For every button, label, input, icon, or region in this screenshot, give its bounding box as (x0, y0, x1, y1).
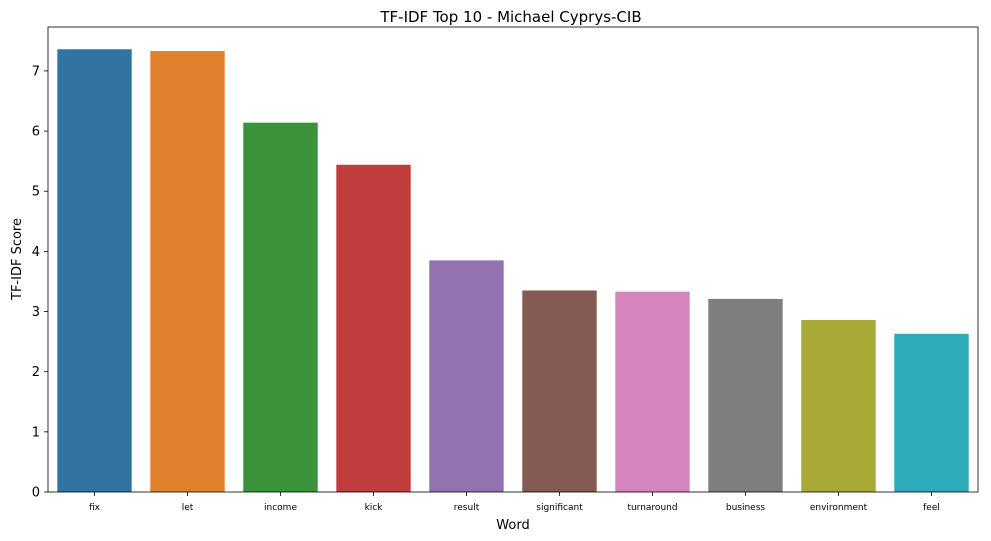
y-tick-label: 0 (32, 486, 40, 501)
x-tick-label: let (182, 503, 194, 513)
bar-kick (336, 164, 411, 492)
y-axis: 0 1 2 3 4 5 6 7 (32, 64, 48, 501)
bar-significant (522, 290, 597, 492)
x-tick-label: turnaround (627, 503, 677, 513)
y-tick-label: 7 (32, 64, 40, 79)
x-tick-label: business (726, 503, 766, 513)
bars-layer (57, 49, 969, 493)
chart-title: TF-IDF Top 10 - Michael Cyprys-CIB (379, 8, 641, 26)
bar-environment (801, 319, 876, 492)
plot-frame (47, 26, 979, 493)
y-tick-label: 3 (32, 305, 40, 320)
x-axis-label: Word (496, 518, 529, 533)
x-tick-label: result (454, 503, 480, 513)
y-tick-label: 2 (32, 365, 40, 380)
x-tick-label: feel (923, 503, 940, 513)
x-tick-label: fix (89, 503, 101, 513)
x-tick-label: environment (810, 503, 868, 513)
bar-result (429, 260, 504, 492)
y-tick-label: 5 (32, 185, 40, 200)
bar-business (708, 298, 783, 492)
bar-turnaround (615, 291, 690, 492)
bar-fix (57, 49, 132, 492)
bar-income (243, 122, 318, 493)
y-tick-label: 6 (32, 125, 40, 140)
x-tick-label: income (264, 503, 297, 513)
x-tick-label: significant (536, 503, 583, 513)
y-tick-label: 4 (32, 245, 40, 260)
x-tick-label: kick (365, 503, 384, 513)
y-axis-label: TF-IDF Score (10, 218, 25, 301)
bar-let (150, 51, 225, 493)
x-axis: fix let income kick result significant turnaro… (89, 492, 940, 513)
y-tick-label: 1 (32, 425, 40, 440)
bar-feel (894, 333, 969, 492)
